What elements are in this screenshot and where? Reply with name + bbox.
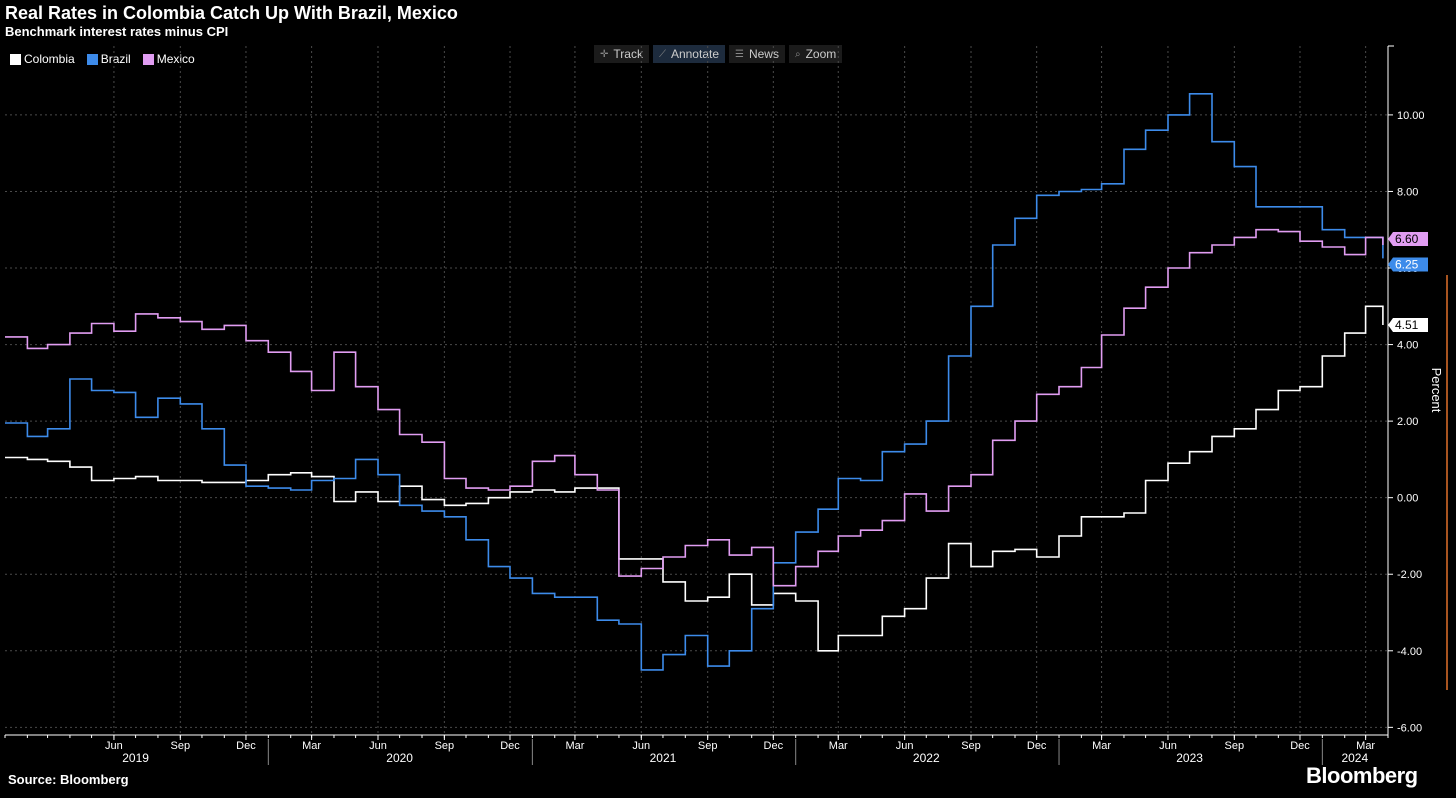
legend-label-colombia: Colombia [24,52,75,66]
zoom-button[interactable]: ⌕ Zoom [788,45,843,63]
crosshair-icon: ✛ [600,48,609,60]
legend-item-colombia[interactable]: Colombia [10,52,75,66]
y-tick-label: -6.00 [1397,722,1422,734]
y-tick-label: -2.00 [1397,569,1422,581]
series-line-brazil [5,93,1384,671]
chart-toolbar: ✛ Track ⟋ Annotate ☰ News ⌕ Zoom [594,45,843,63]
news-icon: ☰ [735,48,744,60]
legend-label-brazil: Brazil [100,52,131,66]
annotate-label: Annotate [670,47,719,61]
value-label-mexico: 6.60 [1388,232,1428,247]
x-year-label: 2022 [913,751,940,765]
annotate-button[interactable]: ⟋ Annotate [652,45,725,63]
value-label-brazil: 6.25 [1388,257,1428,272]
x-tick-label: Sep [435,740,455,752]
y-axis-label: Percent [1429,368,1444,413]
chart-subtitle: Benchmark interest rates minus CPI [5,24,229,39]
zoom-label: Zoom [805,47,837,61]
x-tick-label: Dec [500,740,520,752]
value-labels: 6.60 6.25 4.51 [1388,232,1428,333]
x-tick-label: Dec [764,740,784,752]
track-button[interactable]: ✛ Track [594,45,649,63]
x-tick-label: Jun [369,740,387,752]
value-label-text: 4.51 [1395,318,1419,332]
legend: Colombia Brazil Mexico [10,52,195,66]
legend-swatch-brazil [86,53,98,65]
x-tick-label: Dec [236,740,256,752]
news-label: News [748,47,779,61]
x-tick-label: Sep [961,740,981,752]
x-tick-label: Jun [632,740,650,752]
x-tick-label: Mar [1356,740,1375,752]
x-tick-label: Dec [1027,740,1047,752]
source-note: Source: Bloomberg [8,772,129,787]
x-year-label: 2023 [1176,751,1203,765]
x-tick-label: Jun [896,740,914,752]
x-tick-label: Mar [829,740,848,752]
x-tick-label: Jun [105,740,123,752]
value-label-text: 6.25 [1395,257,1419,271]
series-lines [5,93,1384,671]
series-line-mexico [5,228,1384,587]
bloomberg-logo: Bloomberg [1306,763,1418,788]
y-tick-label: 0.00 [1397,493,1418,505]
y-tick-label: 4.00 [1397,340,1418,352]
y-tick-label: -4.00 [1397,646,1422,658]
axes: -6.00-4.00-2.000.002.004.006.008.0010.00… [4,45,1448,765]
y-tick-label: 10.00 [1397,110,1425,122]
x-tick-label: Mar [565,740,584,752]
legend-item-brazil[interactable]: Brazil [86,52,131,66]
magnifier-icon: ⌕ [794,48,801,60]
gridlines [5,46,1388,735]
x-year-label: 2020 [386,751,413,765]
track-label: Track [613,47,643,61]
legend-swatch-mexico [142,53,154,65]
value-label-box [1388,318,1428,333]
x-tick-label: Sep [698,740,718,752]
value-label-colombia: 4.51 [1388,318,1428,333]
x-year-label: 2019 [122,751,149,765]
x-tick-label: Sep [171,740,191,752]
value-label-text: 6.60 [1395,232,1419,246]
value-label-box [1388,232,1428,247]
y-tick-label: 8.00 [1397,186,1418,198]
x-tick-label: Sep [1225,740,1245,752]
x-year-label: 2021 [650,751,677,765]
pencil-icon: ⟋ [658,48,666,60]
legend-label-mexico: Mexico [156,52,195,66]
legend-swatch-colombia [10,53,21,65]
value-label-box [1388,257,1428,272]
x-tick-label: Jun [1159,740,1177,752]
legend-item-mexico[interactable]: Mexico [142,52,195,66]
series-line-colombia [5,305,1384,652]
chart-title: Real Rates in Colombia Catch Up With Bra… [5,3,458,23]
x-tick-label: Dec [1290,740,1310,752]
x-tick-label: Mar [302,740,321,752]
x-tick-label: Mar [1092,740,1111,752]
y-tick-label: 2.00 [1397,416,1418,428]
x-year-label: 2024 [1341,751,1368,765]
news-button[interactable]: ☰ News [729,45,785,63]
